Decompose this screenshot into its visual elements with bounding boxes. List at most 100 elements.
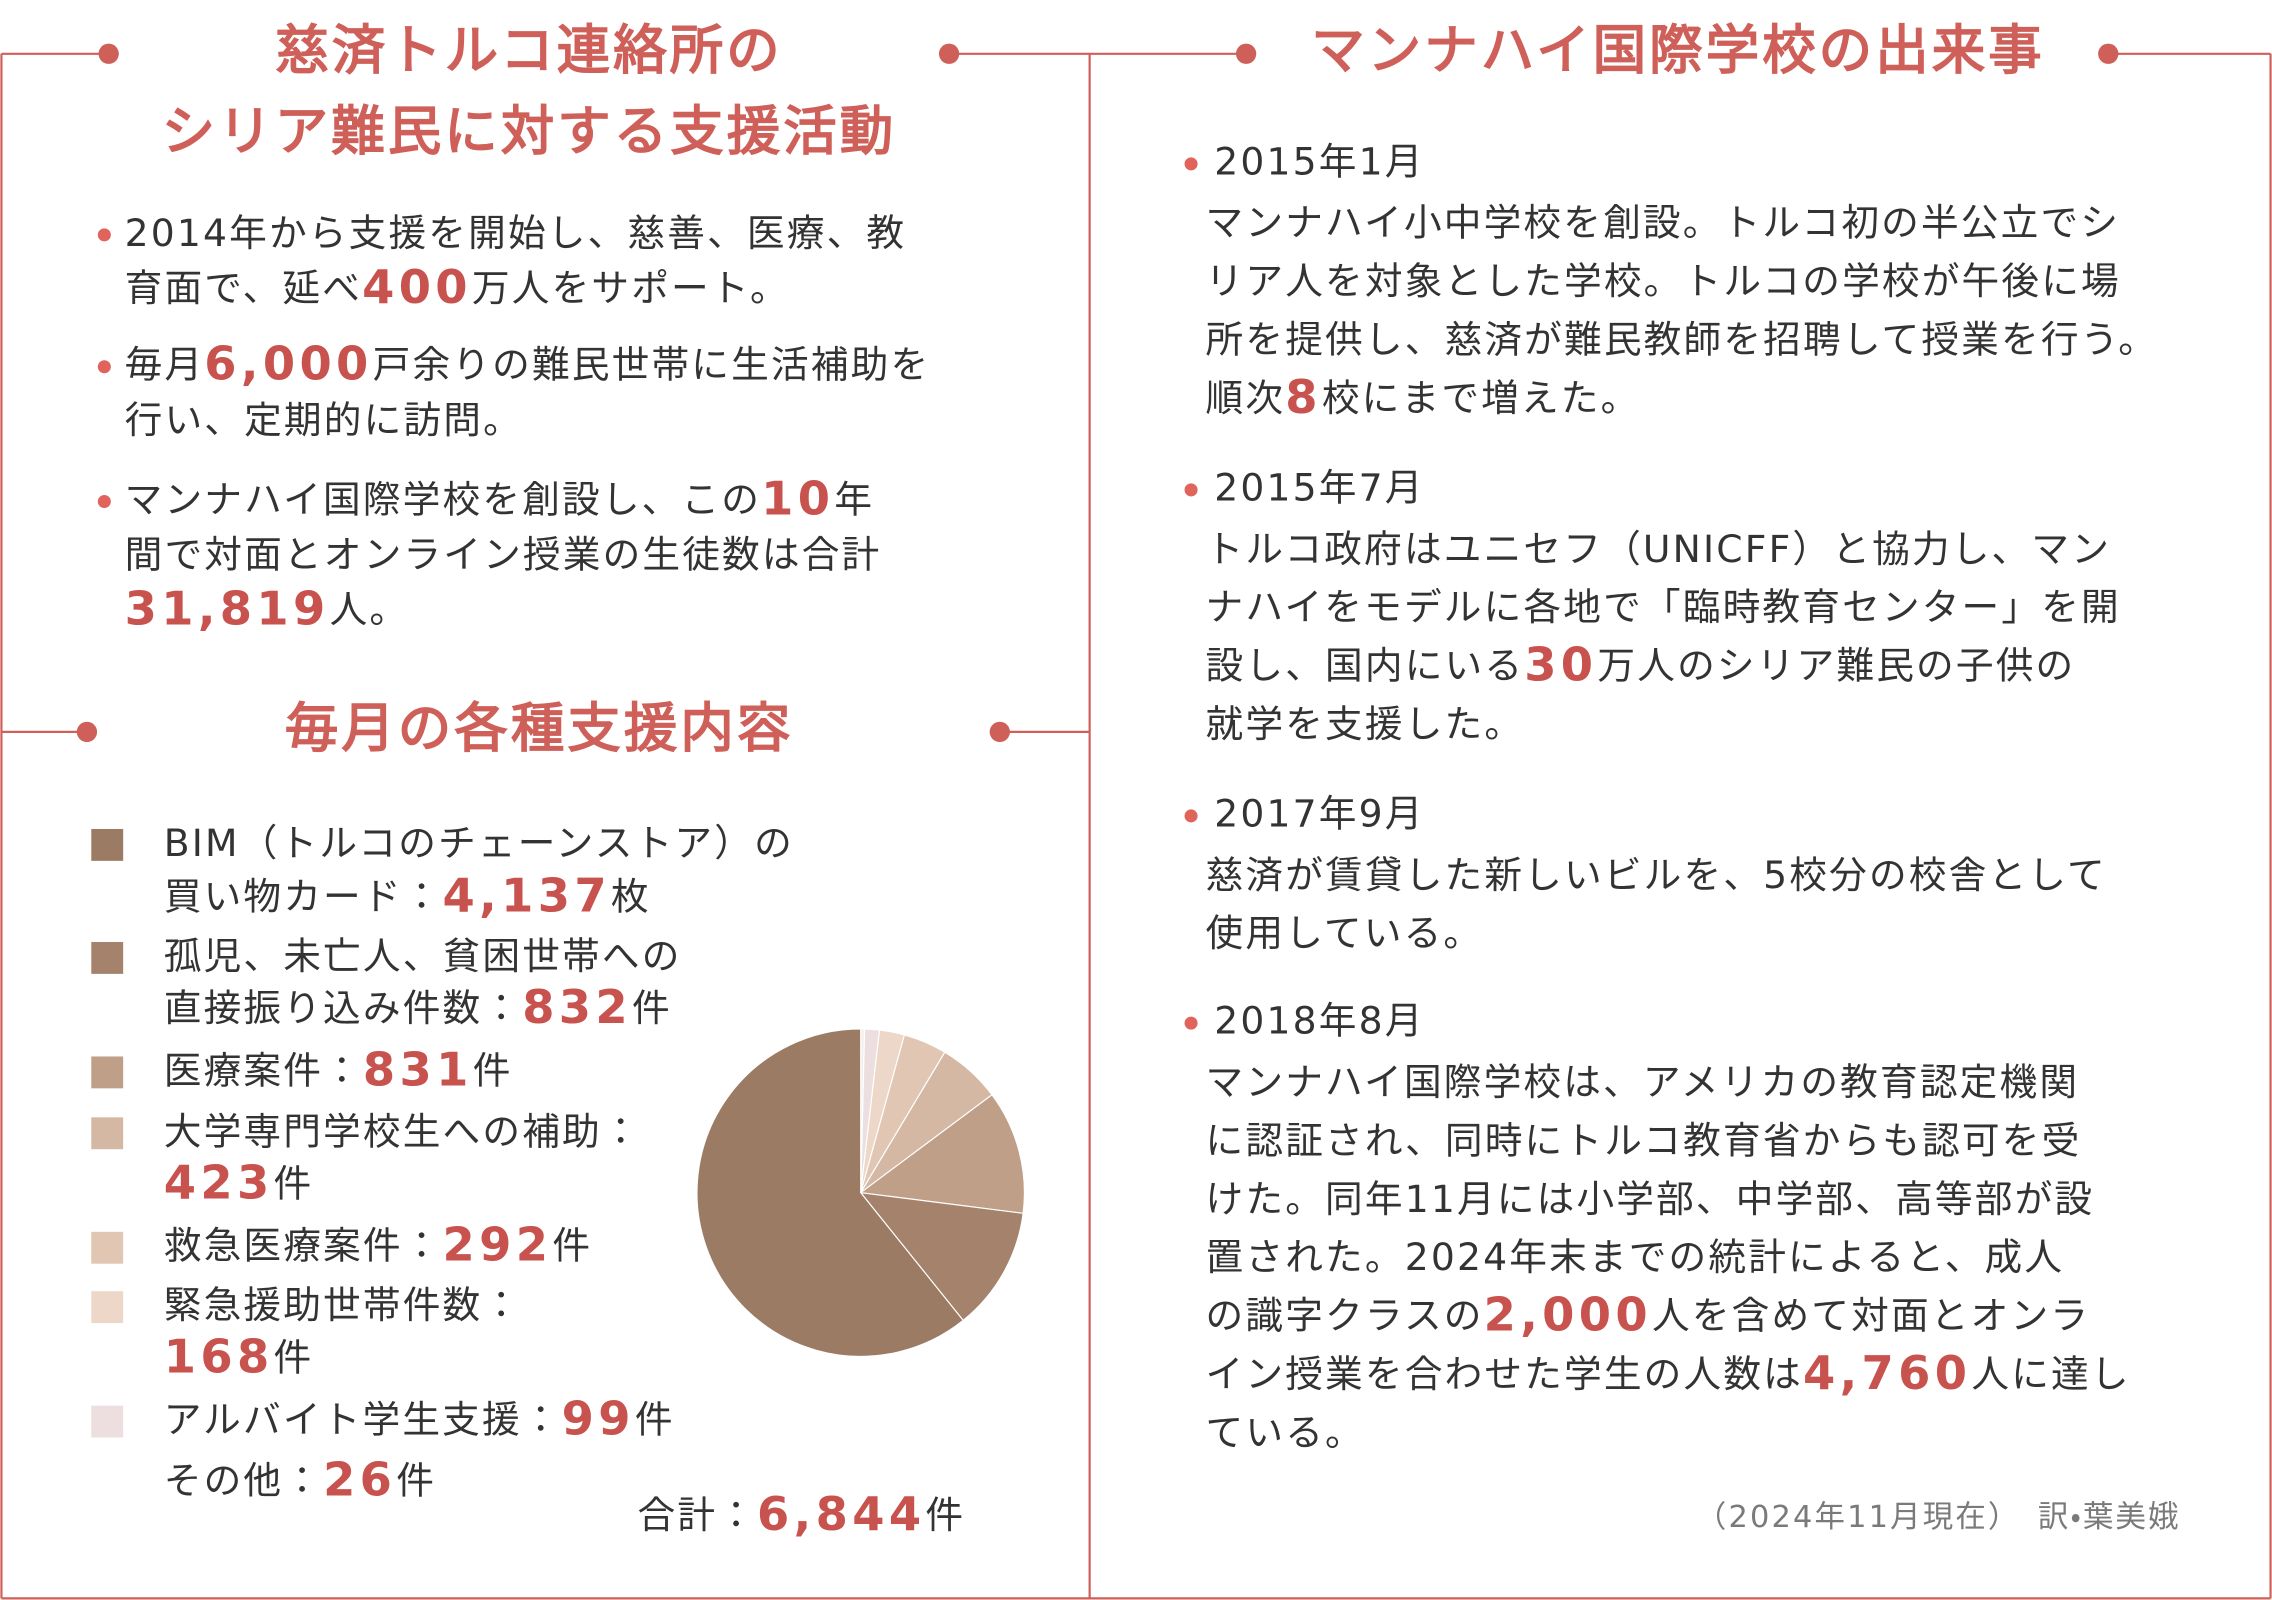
text-run: その他： — [164, 1458, 323, 1502]
text-line: ている。 — [1206, 1410, 1365, 1454]
text-run: 枚 — [611, 874, 651, 918]
highlight-number: 6,844 — [757, 1487, 925, 1541]
text-line: アルバイト学生支援：99件 — [164, 1391, 675, 1445]
text-run: アルバイト学生支援： — [164, 1397, 562, 1441]
text-run: 件 — [632, 986, 672, 1030]
footnote: （2024年11月現在） 訳・葉美娥 — [1696, 1500, 2181, 1535]
text-run: マンナハイ国際学校を創設し、この — [125, 477, 762, 521]
text-line: 168件 — [164, 1329, 314, 1383]
legend-square — [91, 1231, 124, 1264]
text-line: 行い、定期的に訪問。 — [125, 397, 523, 441]
text-line: 設し、国内にいる30万人のシリア難民の子供の — [1206, 637, 2076, 691]
text-line: 使用している。 — [1206, 911, 1484, 955]
highlight-number: 6,000 — [204, 336, 372, 390]
text-run: 万人のシリア難民の子供の — [1597, 643, 2075, 687]
text-run: 2014年から支援を開始し、慈善、医療、教 — [125, 210, 907, 254]
text-line: マンナハイ国際学校を創設し、この10年 — [125, 471, 875, 525]
text-run: 件 — [396, 1458, 436, 1502]
text-line: 買い物カード：4,137枚 — [164, 868, 651, 922]
text-run: マンナハイ小中学校を創設。トルコ初の半公立でシ — [1206, 200, 2121, 244]
text-line: 間で対面とオンライン授業の生徒数は合計 — [125, 532, 882, 576]
highlight-number: 292 — [443, 1217, 553, 1271]
text-run: 件 — [552, 1223, 592, 1267]
event-date: 2017年9月 — [1214, 791, 1424, 835]
event-date: 2015年7月 — [1214, 465, 1424, 509]
text-line: 就学を支援した。 — [1206, 701, 1525, 745]
text-run: 毎月 — [125, 342, 205, 386]
text-line: 慈済が賃貸した新しいビルを、5校分の校舎として — [1206, 852, 2107, 896]
pie-slice — [859, 1094, 1026, 1214]
text-line: トルコ政府はユニセフ（UNICFF）と協力し、マン — [1206, 526, 2112, 570]
highlight-number: 4,760 — [1803, 1345, 1971, 1399]
text-run: 年 — [834, 477, 874, 521]
text-run: 慈済が賃貸した新しいビルを、5校分の校舎として — [1206, 852, 2107, 896]
text-run: 使用している。 — [1206, 911, 1484, 955]
text-run: 救急医療案件： — [164, 1223, 443, 1267]
bullet-dot — [97, 494, 111, 509]
frame-dots — [76, 43, 2119, 743]
text-run: 件 — [274, 1161, 314, 1205]
text-line: 置された。2024年末までの統計によると、成人 — [1206, 1235, 2065, 1279]
text-run: 設し、国内にいる — [1206, 643, 1525, 687]
highlight-number: 10 — [761, 471, 834, 525]
legend-square — [91, 1405, 124, 1438]
text-line: に認証され、同時にトルコ教育省からも認可を受 — [1206, 1118, 2082, 1162]
total: 合計：6,844件 — [638, 1487, 966, 1541]
text-line: 育面で、延べ400万人をサポート。 — [125, 259, 790, 313]
text-run: ナハイをモデルに各地で「臨時教育センター」を開 — [1206, 585, 2121, 629]
bullet-dot — [1184, 157, 1198, 171]
text-run: 買い物カード： — [164, 874, 443, 918]
highlight-number: 30 — [1524, 637, 1597, 691]
pie-slice — [859, 1191, 1024, 1322]
text-line: BIM（トルコのチェーンストア）の — [164, 820, 794, 864]
text-run: 件 — [635, 1397, 675, 1441]
text-run: 人。 — [330, 587, 410, 631]
text-run: 件 — [473, 1048, 513, 1092]
text-line: その他：26件 — [164, 1452, 436, 1506]
bullet-dot — [1184, 809, 1198, 823]
event-date: 2015年1月 — [1214, 139, 1424, 183]
text-run: 校にまで増えた。 — [1322, 375, 1641, 419]
pie-slice — [696, 1028, 965, 1357]
text-run: 置された。2024年末までの統計によると、成人 — [1206, 1235, 2065, 1279]
text-run: 人に達し — [1971, 1351, 2130, 1395]
text-line: ナハイをモデルに各地で「臨時教育センター」を開 — [1206, 585, 2121, 629]
text-line: 所を提供し、慈済が難民教師を招聘して授業を行う。 — [1206, 317, 2159, 361]
text-line: 緊急援助世帯件数： — [164, 1283, 522, 1327]
text-line: 毎月6,000戸余りの難民世帯に生活補助を — [125, 336, 931, 390]
text-run: 万人をサポート。 — [472, 265, 790, 309]
text-run: 大学専門学校生への補助： — [164, 1109, 642, 1153]
text-line: 医療案件：831件 — [164, 1042, 513, 1096]
legend-square — [91, 828, 124, 861]
text-run: 医療案件： — [164, 1048, 363, 1092]
text-run: リア人を対象とした学校。トルコの学校が午後に場 — [1206, 259, 2121, 303]
text-run: マンナハイ国際学校は、アメリカの教育認定機関 — [1206, 1060, 2080, 1104]
legend-square — [91, 1117, 124, 1150]
text-run: 孤児、未亡人、貧困世帯への — [164, 933, 682, 977]
text-run: 所を提供し、慈済が難民教師を招聘して授業を行う。 — [1206, 317, 2159, 361]
text-run: イン授業を合わせた学生の人数は — [1206, 1351, 1803, 1395]
text-run: BIM（トルコのチェーンストア）の — [164, 820, 794, 864]
highlight-number: 8 — [1285, 369, 1322, 423]
text-run: 人を含めて対面とオンラ — [1652, 1293, 2090, 1337]
text-line: リア人を対象とした学校。トルコの学校が午後に場 — [1206, 259, 2121, 303]
text-run: けた。同年11月には小学部、中学部、高等部が設 — [1206, 1176, 2095, 1220]
text-line: 423件 — [164, 1155, 314, 1209]
highlight-number: 168 — [164, 1329, 274, 1383]
text-run: 順次 — [1206, 375, 1286, 419]
bullet-dot — [1184, 1016, 1198, 1030]
text-line: マンナハイ国際学校は、アメリカの教育認定機関 — [1206, 1060, 2080, 1104]
frame — [0, 52, 2272, 1600]
text-line: マンナハイ小中学校を創設。トルコ初の半公立でシ — [1206, 200, 2121, 244]
text-run: 行い、定期的に訪問。 — [125, 397, 523, 441]
text-line: 順次8校にまで増えた。 — [1206, 369, 1641, 423]
text-run: 緊急援助世帯件数： — [164, 1283, 522, 1327]
highlight-number: 26 — [323, 1452, 396, 1506]
text-run: 育面で、延べ — [125, 265, 362, 309]
text-line: けた。同年11月には小学部、中学部、高等部が設 — [1206, 1176, 2095, 1220]
title: マンナハイ国際学校の出来事 — [1311, 18, 2045, 81]
highlight-number: 832 — [522, 980, 632, 1034]
bullet-dot — [97, 228, 111, 242]
highlight-number: 99 — [562, 1391, 635, 1445]
